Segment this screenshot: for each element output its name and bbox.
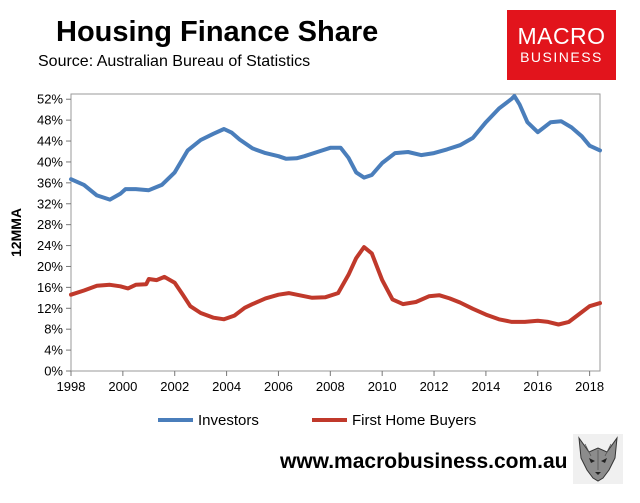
x-tick-label: 2018 <box>575 379 604 394</box>
footer-url: www.macrobusiness.com.au <box>280 450 568 473</box>
y-tick-label: 12% <box>37 301 63 316</box>
x-tick-label: 2012 <box>420 379 449 394</box>
y-tick-label: 48% <box>37 113 63 128</box>
series-line-first-home-buyers <box>69 245 602 327</box>
chart-subtitle: Source: Australian Bureau of Statistics <box>38 53 311 70</box>
x-tick-label: 2004 <box>212 379 241 394</box>
x-tick-label: 2006 <box>264 379 293 394</box>
legend-label-investors: Investors <box>198 412 259 429</box>
y-tick-label: 16% <box>37 280 63 295</box>
x-tick-label: 2014 <box>471 379 500 394</box>
y-tick-label: 0% <box>44 364 63 379</box>
logo-line-2: BUSINESS <box>520 49 603 65</box>
x-tick-label: 2016 <box>523 379 552 394</box>
line-chart: 0% 4% 8% 12% 16% 20% 24% 28% 32% 36% 40% 44% 48% 52% 1… <box>8 92 604 429</box>
y-tick-label: 36% <box>37 175 63 190</box>
plot-area <box>70 93 601 372</box>
logo-line-1: MACRO <box>517 23 606 49</box>
series-line-investors <box>69 94 602 202</box>
wolf-head-icon <box>573 434 623 484</box>
y-tick-label: 20% <box>37 259 63 274</box>
x-tick-label: 2010 <box>368 379 397 394</box>
y-tick-label: 32% <box>37 196 63 211</box>
y-tick-label: 4% <box>44 343 63 358</box>
legend-label-first-home-buyers: First Home Buyers <box>352 412 476 429</box>
x-tick-label: 1998 <box>57 379 86 394</box>
y-tick-label: 44% <box>37 134 63 149</box>
y-axis-label: 12MMA <box>8 208 24 257</box>
y-tick-label: 52% <box>37 92 63 107</box>
y-tick-label: 24% <box>37 238 63 253</box>
y-tick-label: 8% <box>44 322 63 337</box>
x-tick-label: 2002 <box>160 379 189 394</box>
x-tick-label: 2008 <box>316 379 345 394</box>
y-tick-label: 28% <box>37 217 63 232</box>
chart-title: Housing Finance Share <box>56 16 379 48</box>
y-tick-label: 40% <box>37 154 63 169</box>
macro-business-logo: MACRO BUSINESS <box>507 10 616 80</box>
x-tick-label: 2000 <box>108 379 137 394</box>
